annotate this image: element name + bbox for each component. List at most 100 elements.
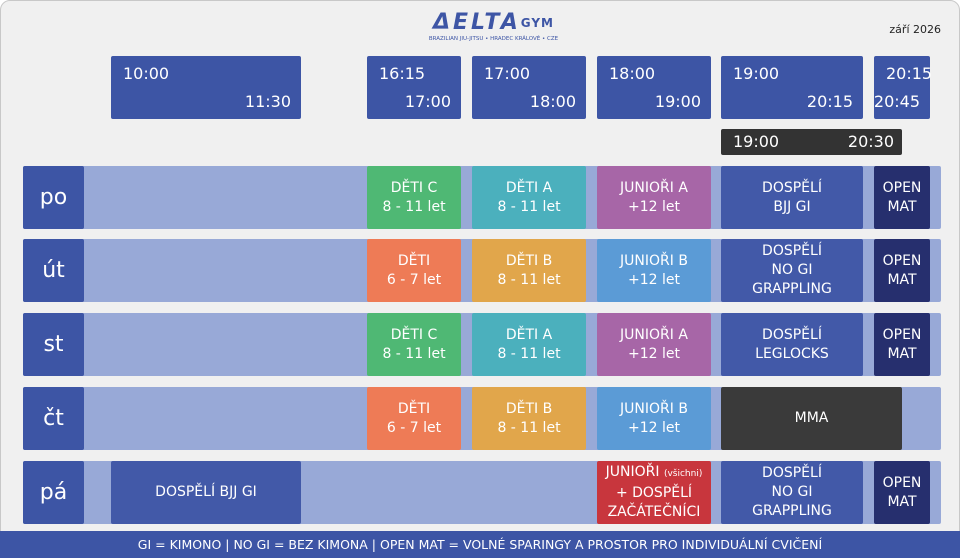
time-start: 10:00 [123,64,170,83]
class-block: OPEN MAT [874,239,930,302]
time-end: 19:00 [654,92,701,111]
class-line: DOSPĚLÍ [762,179,822,196]
class-line: DĚTI [397,400,431,417]
time-start: 19:00 [733,64,780,83]
class-line: 8 - 11 let [497,345,561,362]
class-line: JUNIOŘI A [620,179,688,196]
class-line: JUNIOŘI B [620,252,688,269]
class-block: DĚTI C 8 - 11 let [367,166,461,229]
class-line: JUNIOŘI B [620,400,688,417]
time-slot: 20:15 20:45 [873,56,933,119]
class-block: JUNIOŘI B +12 let [597,239,711,302]
class-line: DOSPĚLÍ [762,243,822,259]
class-line: BJJ GI [773,198,811,215]
class-line: DĚTI A [505,326,553,343]
class-line: JUNIOŘI A [620,326,688,343]
time-slot: 10:00 11:30 [111,56,301,119]
time-end: 18:00 [529,92,576,111]
time-start: 16:15 [379,64,426,83]
class-line: MAT [887,198,917,215]
class-line: DOSPĚLÍ BJJ GI [155,484,257,500]
time-end: 17:00 [404,92,451,111]
time-end: 20:15 [806,92,853,111]
class-block: MMA [721,387,902,450]
time-end: 11:30 [244,92,291,111]
class-block: JUNIOŘI A +12 let [597,313,711,376]
class-line: MAT [887,345,917,362]
class-line: +12 let [628,419,680,436]
class-line: NO GI [771,484,813,500]
logo: ΔELTAGYM BRAZILIAN JIU-JITSU • HRADEC KRÁ… [426,11,561,45]
logo-suffix: GYM [520,16,554,30]
class-block: DOSPĚLÍ BJJ GI [721,166,863,229]
class-line: DĚTI C [390,179,438,196]
class-line: ZAČÁTEČNÍCI [607,504,701,520]
class-line: 8 - 11 let [382,345,446,362]
time-slot: 16:15 17:00 [367,56,461,119]
logo-name: ΔELTAGYM [433,10,554,35]
class-block: DĚTI 6 - 7 let [367,239,461,302]
class-block: DĚTI 6 - 7 let [367,387,461,450]
footer: GI = KIMONO | NO GI = BEZ KIMONA | OPEN … [0,531,960,558]
extra-time-slot: 19:00 20:30 [721,129,902,155]
class-block: JUNIOŘI B +12 let [597,387,711,450]
class-line: DĚTI B [505,400,553,417]
class-block: DOSPĚLÍ BJJ GI [111,461,301,524]
class-line: 8 - 11 let [497,271,561,288]
class-line: MMA [794,410,829,426]
logo-tagline: BRAZILIAN JIU-JITSU • HRADEC KRÁLOVÉ • C… [428,36,559,42]
class-line: DĚTI A [505,179,553,196]
class-block: DOSPĚLÍ NO GI GRAPPLING [721,461,863,524]
class-line: +12 let [628,345,680,362]
class-block: DĚTI B 8 - 11 let [472,239,586,302]
day-label: út [23,239,84,302]
time-slot: 19:00 20:15 [721,56,863,119]
class-block: DĚTI A 8 - 11 let [472,166,586,229]
class-line: JUNIOŘI (všichni) [605,464,703,480]
time-end: 20:30 [847,132,894,151]
class-line: +12 let [628,198,680,215]
class-block: OPEN MAT [874,166,930,229]
class-line: OPEN [882,326,922,343]
time-slot: 18:00 19:00 [597,56,711,119]
class-line: OPEN [882,179,922,196]
class-line: NO GI [771,262,813,278]
time-end: 20:45 [873,92,920,111]
class-line: 8 - 11 let [382,198,446,215]
class-line: MAT [887,271,917,288]
class-line: DĚTI C [390,326,438,343]
class-line: DOSPĚLÍ [762,465,822,481]
class-line: MAT [887,493,917,510]
time-start: 20:15 [886,64,933,83]
class-block: DOSPĚLÍ NO GI GRAPPLING [721,239,863,302]
day-label: po [23,166,84,229]
class-block: JUNIOŘI (všichni) + DOSPĚLÍ ZAČÁTEČNÍCI [597,461,711,524]
class-line: GRAPPLING [752,503,832,519]
day-label: pá [23,461,84,524]
class-note: (všichni) [663,469,703,479]
class-line: OPEN [882,252,922,269]
class-block: DĚTI A 8 - 11 let [472,313,586,376]
class-line: 8 - 11 let [497,419,561,436]
class-block: JUNIOŘI A +12 let [597,166,711,229]
day-label: čt [23,387,84,450]
class-line: 8 - 11 let [497,198,561,215]
class-block: DĚTI C 8 - 11 let [367,313,461,376]
class-block: OPEN MAT [874,313,930,376]
class-line: OPEN [882,474,922,491]
class-line: GRAPPLING [752,281,832,297]
date: září 2026 [889,23,941,36]
time-start: 19:00 [733,132,780,151]
time-start: 17:00 [484,64,531,83]
class-block: DĚTI B 8 - 11 let [472,387,586,450]
class-line: DOSPĚLÍ [762,326,822,343]
class-line: DĚTI [397,252,431,269]
class-line: LEGLOCKS [755,345,829,362]
class-line: DĚTI B [505,252,553,269]
class-block: DOSPĚLÍ LEGLOCKS [721,313,863,376]
time-start: 18:00 [609,64,656,83]
class-line: +12 let [628,271,680,288]
day-label: st [23,313,84,376]
